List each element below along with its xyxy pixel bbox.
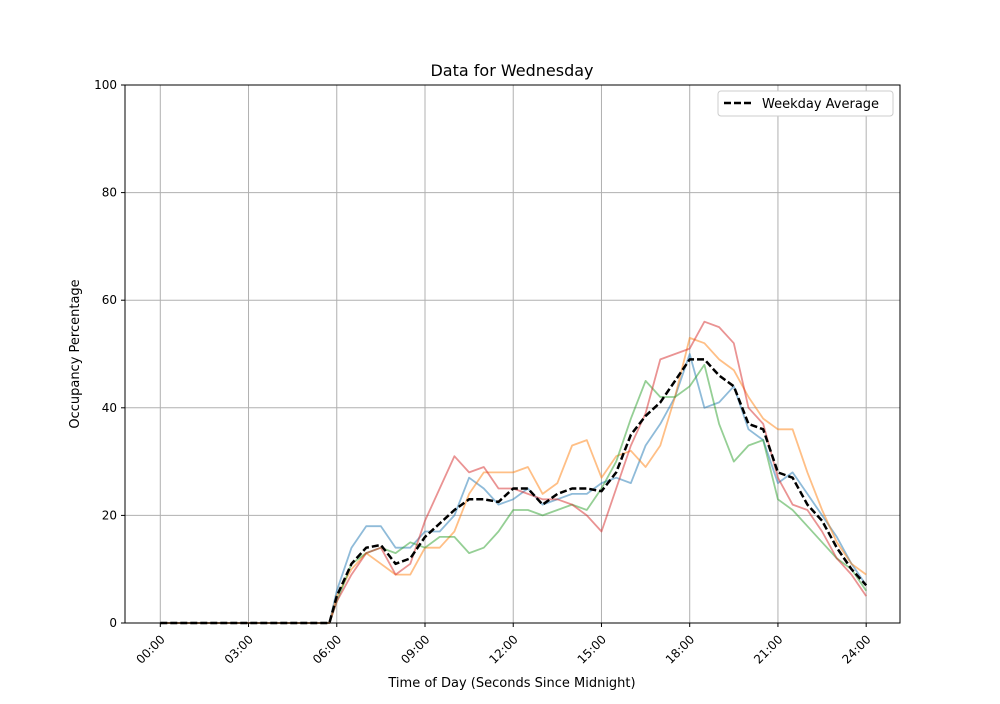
- legend-label-weekday-average: Weekday Average: [762, 97, 879, 112]
- legend: Weekday Average: [717, 90, 894, 117]
- grid: [125, 84, 900, 624]
- y-tick-label: 20: [102, 508, 117, 522]
- y-tick-label: 80: [102, 186, 117, 200]
- x-tick-label: 21:00: [751, 632, 785, 666]
- y-tick-label: 100: [94, 78, 117, 92]
- x-tick-label: 24:00: [839, 632, 873, 666]
- chart-title: Data for Wednesday: [430, 61, 593, 80]
- x-tick-label: 18:00: [663, 632, 697, 666]
- plot-frame: [124, 84, 901, 624]
- axis-ticks: 00:00 03:00 06:00 09:00 12:00 15:00 18:00 21:00…: [94, 78, 874, 667]
- y-tick-label: 60: [102, 293, 117, 307]
- x-tick-label: 00:00: [133, 632, 167, 666]
- x-tick-label: 12:00: [486, 632, 520, 666]
- x-tick-label: 06:00: [310, 632, 344, 666]
- y-tick-label: 40: [102, 401, 117, 415]
- legend-box: [717, 90, 894, 117]
- x-axis-label: Time of Day (Seconds Since Midnight): [387, 676, 635, 691]
- y-axis-label: Occupancy Percentage: [68, 279, 83, 428]
- y-tick-label: 0: [109, 616, 117, 630]
- x-tick-label: 09:00: [398, 632, 432, 666]
- x-tick-label: 03:00: [222, 632, 256, 666]
- x-tick-label: 15:00: [575, 632, 609, 666]
